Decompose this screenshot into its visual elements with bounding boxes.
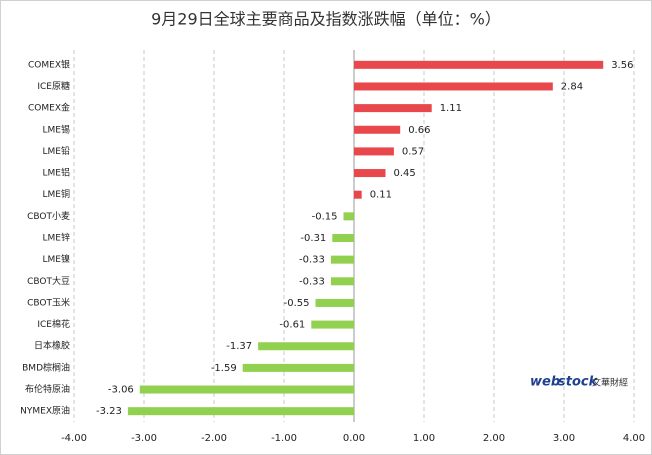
x-tick-label: 3.00: [553, 433, 575, 444]
bar: [242, 363, 354, 372]
y-tick-label: CBOT大豆: [27, 275, 70, 287]
y-tick-label: ICE原糖: [37, 80, 70, 92]
bar: [354, 190, 362, 199]
bar: [354, 82, 553, 91]
value-label: -1.59: [211, 363, 237, 374]
y-tick-label: LME铜: [43, 188, 70, 200]
x-tick-label: -1.00: [271, 433, 297, 444]
x-tick-label: 4.00: [623, 433, 645, 444]
y-tick-label: BMD棕榈油: [22, 361, 70, 373]
value-label: 2.84: [561, 81, 583, 92]
logo: web stock 文華財經: [530, 375, 628, 390]
y-tick-label: LME铝: [43, 167, 70, 179]
y-tick-label: CBOT小麦: [27, 210, 70, 222]
y-tick-label: 日本橡胶: [34, 340, 70, 352]
bar: [139, 385, 354, 394]
bar: [343, 212, 354, 221]
y-tick-label: COMEX金: [28, 102, 70, 114]
bar: [354, 169, 386, 178]
value-label: -0.31: [300, 233, 326, 244]
bar: [332, 234, 354, 242]
value-label: 0.57: [402, 146, 424, 157]
value-label: -3.06: [108, 385, 134, 396]
bar: [354, 104, 432, 113]
x-tick-label: 2.00: [483, 433, 505, 444]
chart-title: 9月29日全球主要商品及指数涨跌幅（单位：%）: [151, 10, 501, 29]
bar: [258, 342, 354, 351]
value-label: -1.37: [226, 341, 252, 352]
value-label: 0.66: [408, 125, 430, 136]
x-tick-label: 1.00: [413, 433, 435, 444]
bar: [354, 125, 401, 134]
bar: [311, 320, 354, 329]
logo-name: 文華財經: [592, 377, 628, 389]
y-tick-label: 布伦特原油: [25, 383, 70, 395]
x-tick-label: -4.00: [61, 433, 87, 444]
logo-brand: stock: [558, 375, 599, 390]
value-label: -0.33: [299, 276, 325, 287]
value-label: -0.33: [299, 255, 325, 266]
y-tick-label: ICE棉花: [37, 318, 70, 330]
y-tick-label: NYMEX原油: [20, 405, 70, 417]
x-tick-label: 0.00: [343, 433, 365, 444]
x-tick-label: -3.00: [131, 433, 157, 444]
y-tick-label: COMEX银: [28, 58, 70, 70]
value-label: 3.56: [611, 60, 633, 71]
y-tick-label: LME锡: [43, 124, 70, 135]
y-tick-label: CBOT玉米: [27, 296, 70, 308]
value-label: -0.15: [312, 211, 338, 222]
bar: [330, 255, 354, 264]
bar: [315, 298, 354, 307]
y-tick-label: LME锌: [43, 232, 70, 244]
y-tick-label: LME铅: [43, 145, 70, 157]
bar: [354, 147, 394, 156]
logo-brand: web: [530, 375, 560, 390]
bar: [330, 277, 354, 286]
value-label: 0.11: [370, 190, 392, 201]
bar: [127, 407, 355, 416]
value-label: -0.61: [279, 320, 305, 331]
value-label: -3.23: [96, 406, 122, 417]
y-tick-label: LME镍: [43, 253, 70, 265]
bar: [354, 60, 604, 69]
value-label: 1.11: [440, 103, 462, 114]
value-label: 0.45: [394, 168, 416, 179]
value-label: -0.55: [284, 298, 310, 309]
x-tick-label: -2.00: [201, 433, 227, 444]
